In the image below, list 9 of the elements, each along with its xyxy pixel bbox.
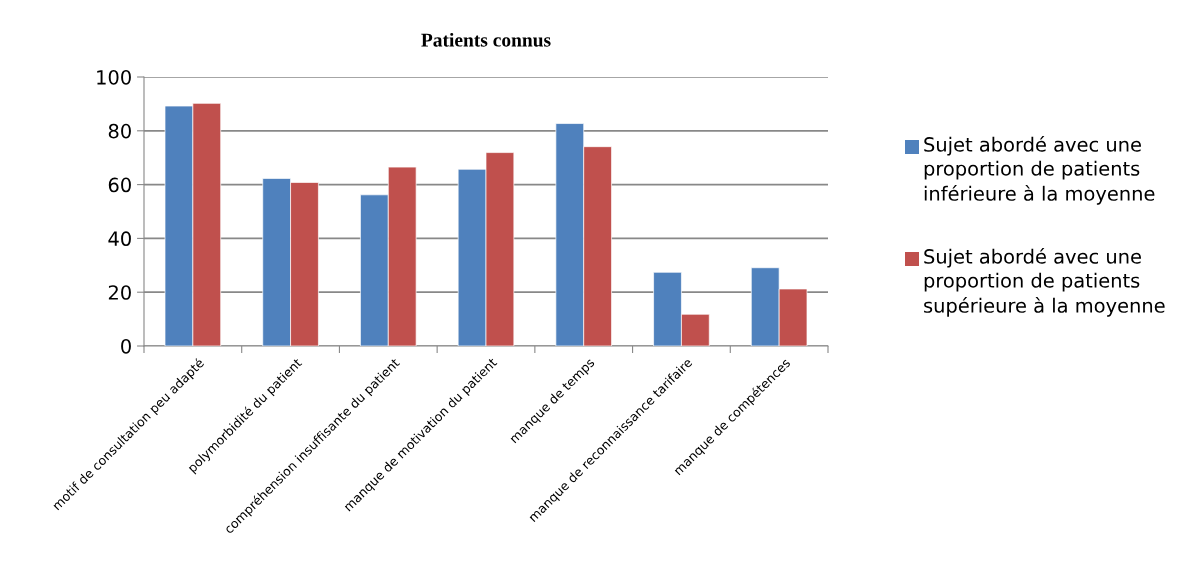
y-tick-label: 100 [97,69,131,85]
chart-title: Patients connus [421,32,551,47]
y-tick-label: 40 [108,231,131,247]
y-tick-label: 0 [121,338,131,354]
legend-label: Sujet abordé avec une proportion de patients inférieure à la moyenne [924,136,1155,205]
y-tick-label: 80 [108,123,131,139]
y-tick-label: 20 [108,285,131,300]
legend-label: Sujet abordé avec une proportion de patients supérieure à la moyenne [924,248,1165,317]
y-tick-label: 60 [108,177,131,193]
